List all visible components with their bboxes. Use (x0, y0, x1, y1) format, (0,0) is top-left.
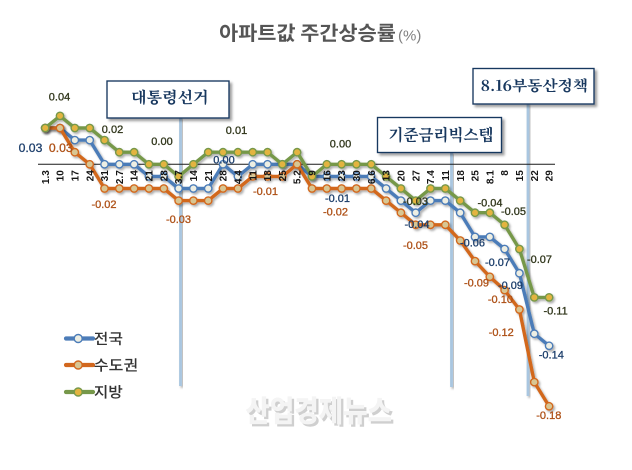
svg-text:24: 24 (85, 170, 96, 182)
svg-text:11: 11 (248, 170, 259, 181)
svg-text:0.02: 0.02 (102, 124, 123, 136)
svg-text:25: 25 (278, 170, 289, 182)
svg-text:10: 10 (56, 170, 67, 182)
svg-text:30: 30 (352, 170, 363, 182)
svg-text:7.4: 7.4 (426, 170, 437, 184)
svg-text:-0.11: -0.11 (543, 306, 567, 318)
svg-text:8: 8 (500, 170, 511, 176)
svg-text:16: 16 (322, 170, 333, 182)
svg-text:13: 13 (382, 170, 393, 182)
svg-text:20: 20 (397, 170, 408, 182)
svg-text:-0.09: -0.09 (498, 280, 523, 292)
svg-text:-0.14: -0.14 (539, 350, 564, 362)
svg-text:0.03: 0.03 (19, 141, 43, 155)
svg-text:-0.01: -0.01 (253, 186, 278, 198)
svg-text:0.00: 0.00 (330, 138, 351, 150)
svg-text:-0.05: -0.05 (403, 240, 428, 252)
svg-text:-0.03: -0.03 (403, 196, 428, 208)
svg-text:0.03: 0.03 (49, 141, 73, 155)
svg-text:-0.07: -0.07 (485, 257, 510, 269)
svg-text:11: 11 (441, 170, 452, 181)
svg-text:17: 17 (70, 170, 81, 182)
svg-text:25: 25 (471, 170, 482, 182)
svg-text:21: 21 (145, 170, 156, 182)
svg-text:31: 31 (100, 170, 111, 182)
svg-text:-0.12: -0.12 (489, 327, 514, 339)
svg-text:0.04: 0.04 (49, 91, 70, 103)
svg-text:0.01: 0.01 (226, 125, 247, 137)
svg-text:21: 21 (204, 170, 215, 182)
svg-text:15: 15 (515, 170, 526, 182)
svg-text:-0.04: -0.04 (404, 219, 429, 231)
svg-text:9: 9 (308, 170, 319, 176)
svg-text:14: 14 (130, 170, 141, 182)
svg-text:1.3: 1.3 (41, 170, 52, 184)
svg-text:0.00: 0.00 (213, 154, 234, 166)
svg-text:5.2: 5.2 (293, 170, 304, 184)
svg-text:(%): (%) (398, 28, 421, 45)
svg-text:8.1: 8.1 (485, 170, 496, 184)
svg-text:18: 18 (456, 170, 467, 182)
svg-text:23: 23 (337, 170, 348, 182)
svg-text:3.7: 3.7 (174, 170, 185, 184)
svg-text:-0.02: -0.02 (323, 206, 348, 218)
svg-text:-0.03: -0.03 (166, 214, 191, 226)
svg-text:14: 14 (189, 170, 200, 182)
svg-text:0.00: 0.00 (151, 136, 172, 148)
svg-text:-0.05: -0.05 (501, 206, 526, 218)
svg-text:6.6: 6.6 (367, 170, 378, 184)
svg-text:-0.10: -0.10 (488, 294, 513, 306)
svg-text:29: 29 (545, 170, 556, 182)
svg-text:28: 28 (159, 170, 170, 182)
svg-text:-0.01: -0.01 (325, 193, 350, 205)
svg-text:22: 22 (530, 170, 541, 182)
svg-text:-0.18: -0.18 (536, 410, 561, 422)
svg-text:2.7: 2.7 (115, 170, 126, 184)
svg-text:27: 27 (411, 170, 422, 182)
svg-text:-0.02: -0.02 (91, 199, 116, 211)
svg-text:-0.06: -0.06 (460, 237, 485, 249)
svg-text:-0.07: -0.07 (527, 254, 552, 266)
svg-text:4.4: 4.4 (234, 170, 245, 184)
svg-text:28: 28 (219, 170, 230, 182)
svg-text:-0.04: -0.04 (477, 197, 502, 209)
svg-text:-0.09: -0.09 (464, 277, 489, 289)
svg-text:18: 18 (263, 170, 274, 182)
